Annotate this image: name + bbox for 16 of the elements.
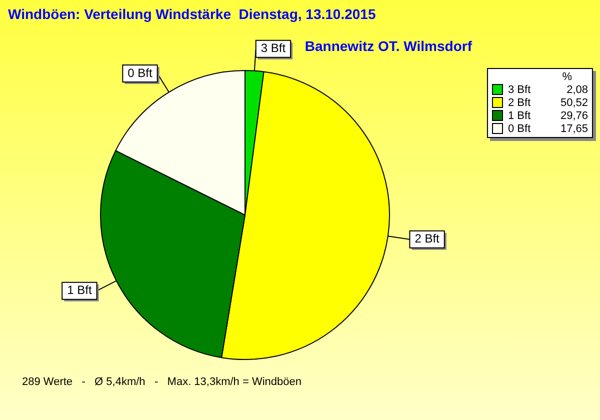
legend-label: 1 Bft <box>508 110 531 122</box>
legend-title: % <box>561 71 573 83</box>
data-label: 17,65 <box>560 122 588 134</box>
legend-label: 3 Bft <box>508 84 531 96</box>
legend-label: 2 Bft <box>508 96 531 108</box>
slice-label: 1 Bft <box>67 283 92 298</box>
chart-subtitle: Bannewitz OT. Wilmsdorf <box>304 38 472 54</box>
chart-title: Windböen: Verteilung Windstärke Dienstag, 13.10.2015 <box>8 6 376 22</box>
slice-label: 2 Bft <box>414 232 440 246</box>
slice-label: 3 Bft <box>260 41 286 56</box>
slice-label: 0 Bft <box>128 66 154 80</box>
legend-label: 0 Bft <box>508 122 531 134</box>
data-label: 2,08 <box>566 84 588 96</box>
text: 289 Werte - Ø 5,4km/h - Max. 13,3km/h = Windböen <box>22 376 302 388</box>
data-label: 29,76 <box>560 110 588 122</box>
data-label: 50,52 <box>560 96 588 108</box>
